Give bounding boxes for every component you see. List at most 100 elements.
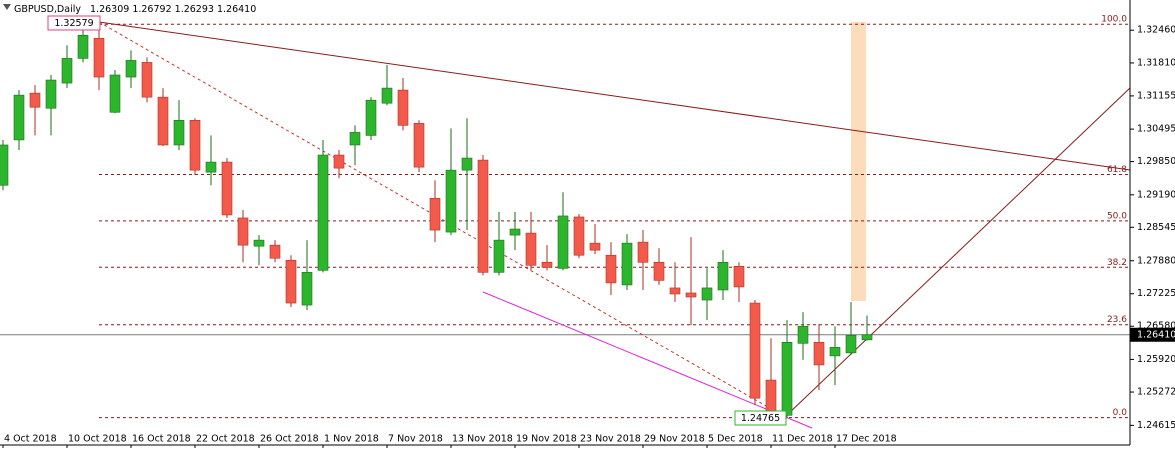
- x-tick-label: 1 Nov 2018: [324, 434, 379, 445]
- fib-label: 61.8: [1107, 165, 1127, 175]
- swing-high-label: 1.32579: [54, 18, 93, 29]
- candle-body: [45, 79, 57, 109]
- candle-body: [845, 334, 857, 354]
- candle-body: [669, 287, 681, 295]
- close-value: 1.26410: [217, 4, 256, 15]
- candle-body: [141, 62, 153, 98]
- candle-body: [653, 261, 665, 281]
- candle-body: [717, 261, 729, 291]
- candle-body: [61, 58, 73, 84]
- candle-body: [477, 159, 489, 273]
- candle-body: [285, 259, 297, 304]
- fib-label: 23.6: [1107, 315, 1127, 325]
- y-tick-label: 1.32460: [1137, 25, 1175, 36]
- swing-low-label: 1.24765: [741, 413, 780, 424]
- candle-body: [0, 144, 9, 186]
- candle-body: [509, 228, 521, 236]
- candle-body: [221, 161, 233, 216]
- candle-body: [765, 379, 777, 416]
- x-tick-label: 22 Oct 2018: [196, 434, 255, 445]
- candle-body: [349, 132, 361, 146]
- candle-body: [397, 89, 409, 126]
- candle-body: [589, 242, 601, 251]
- candle-body: [381, 87, 393, 104]
- y-tick-label: 1.26580: [1137, 321, 1175, 332]
- candle-body: [301, 272, 313, 306]
- candle-body: [29, 92, 41, 108]
- y-tick-label: 1.25272: [1137, 387, 1175, 398]
- header: GBPUSD,Daily 1.26309 1.26792 1.26293 1.2…: [14, 4, 256, 15]
- candles: [0, 24, 873, 419]
- menu-icon[interactable]: [3, 4, 11, 10]
- candle-body: [189, 120, 201, 171]
- candle-body: [237, 217, 249, 246]
- x-tick-label: 19 Nov 2018: [516, 434, 577, 445]
- x-tick-label: 7 Nov 2018: [388, 434, 443, 445]
- candle-body: [605, 254, 617, 284]
- high-value: 1.26792: [132, 4, 171, 15]
- candle-body: [749, 302, 761, 399]
- y-tick-label: 1.31810: [1137, 57, 1175, 68]
- candle-body: [733, 265, 745, 288]
- candle-body: [269, 244, 281, 259]
- candle-body: [685, 292, 697, 298]
- swing-high-box: [47, 15, 101, 31]
- candle-body: [829, 347, 841, 357]
- candle-body: [125, 60, 137, 78]
- trend-line: [98, 21, 1131, 171]
- candle-body: [493, 239, 505, 273]
- candle-body: [253, 239, 265, 247]
- candle-body: [573, 216, 585, 256]
- candle-body: [637, 241, 649, 263]
- candle-body: [525, 232, 537, 266]
- candle-body: [333, 154, 345, 169]
- candle-body: [541, 261, 553, 268]
- highlight-zone: [851, 22, 866, 301]
- y-tick-label: 1.29850: [1137, 156, 1175, 167]
- y-tick-label: 1.27225: [1137, 288, 1175, 299]
- price-tag-label: 1.26410: [1137, 329, 1175, 340]
- fib-label: 38.2: [1107, 258, 1127, 268]
- candle-body: [701, 287, 713, 301]
- x-tick-label: 11 Dec 2018: [772, 434, 833, 445]
- candle-body: [813, 342, 825, 366]
- open-value: 1.26309: [90, 4, 129, 15]
- candle-body: [557, 215, 569, 269]
- candle-body: [109, 74, 121, 113]
- x-tick-label: 23 Nov 2018: [580, 434, 641, 445]
- price-tag: [1130, 327, 1175, 342]
- trend-line: [482, 291, 813, 429]
- candle-body: [461, 157, 473, 171]
- x-tick-label: 13 Nov 2018: [452, 434, 513, 445]
- x-tick-label: 10 Oct 2018: [68, 434, 127, 445]
- candle-body: [413, 123, 425, 168]
- x-tick-label: 26 Oct 2018: [260, 434, 319, 445]
- candle-body: [429, 198, 441, 231]
- y-tick-label: 1.25920: [1137, 354, 1175, 365]
- candle-body: [781, 342, 793, 416]
- x-tick-label: 16 Oct 2018: [132, 434, 191, 445]
- x-tick-label: 5 Dec 2018: [708, 434, 763, 445]
- symbol: GBPUSD,Daily: [14, 4, 81, 15]
- x-tick-label: 29 Nov 2018: [644, 434, 705, 445]
- candle-body: [797, 325, 809, 344]
- y-tick-label: 1.29190: [1137, 189, 1175, 200]
- fib-label: 100.0: [1101, 15, 1127, 25]
- fib-label: 50.0: [1107, 211, 1127, 221]
- candle-body: [173, 120, 185, 146]
- candle-body: [205, 161, 217, 173]
- candle-body: [621, 242, 633, 286]
- x-tick-label: 4 Oct 2018: [4, 434, 57, 445]
- y-tick-label: 1.24615: [1137, 420, 1175, 431]
- x-tick-label: 17 Dec 2018: [836, 434, 897, 445]
- candle-body: [13, 94, 25, 141]
- candle-body: [365, 99, 377, 136]
- y-tick-label: 1.30495: [1137, 124, 1175, 135]
- y-tick-label: 1.27880: [1137, 255, 1175, 266]
- fib-baseline: [98, 21, 788, 419]
- fib-label: 0.0: [1113, 408, 1128, 418]
- candle-body: [77, 34, 89, 59]
- swing-low-box: [734, 410, 787, 426]
- candle-body: [861, 334, 873, 341]
- candle-body: [317, 154, 329, 271]
